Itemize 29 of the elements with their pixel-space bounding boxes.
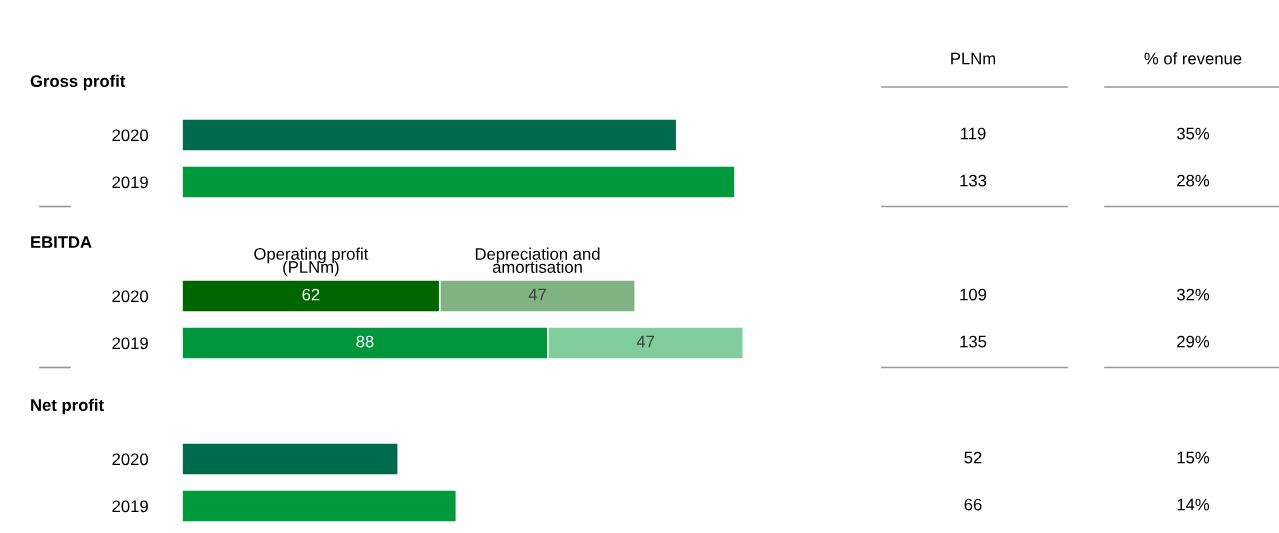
text: 15% — [1177, 451, 1210, 464]
y-tick-label: 2019 — [112, 176, 148, 189]
data-label: 47 — [528, 288, 546, 301]
data-label: 52 — [964, 451, 982, 464]
text: 32% — [1176, 288, 1210, 301]
text: 14% — [1177, 498, 1210, 511]
chart-title: Gross profit — [30, 74, 126, 91]
y-tick-label: 2020 — [112, 290, 149, 303]
chart-title: EBITDA — [31, 236, 92, 248]
y-tick-label: 2019 — [112, 337, 148, 350]
data-label: 66 — [964, 498, 982, 511]
y-tick-label: 2019 — [112, 500, 148, 513]
text: PLNm — [951, 52, 996, 65]
text: 135 — [960, 335, 987, 348]
text: 28% — [1177, 174, 1210, 187]
y-tick-label: 2020 — [112, 129, 149, 142]
y-tick-label: 2020 — [112, 453, 149, 466]
text: 109 — [960, 288, 987, 301]
series-label: Operating profit (PLNm) — [254, 247, 369, 277]
text: 35% — [1176, 127, 1210, 140]
series-label: Depreciation and amortisation — [475, 247, 600, 273]
data-label: 62 — [302, 288, 320, 301]
text: 29% — [1177, 335, 1210, 348]
data-label: 133 — [960, 174, 987, 187]
text: % of revenue — [1144, 52, 1242, 65]
chart-title: Net profit — [31, 398, 104, 415]
data-label: 119 — [960, 127, 986, 140]
data-label: 47 — [636, 335, 655, 348]
data-label: 88 — [356, 335, 374, 348]
